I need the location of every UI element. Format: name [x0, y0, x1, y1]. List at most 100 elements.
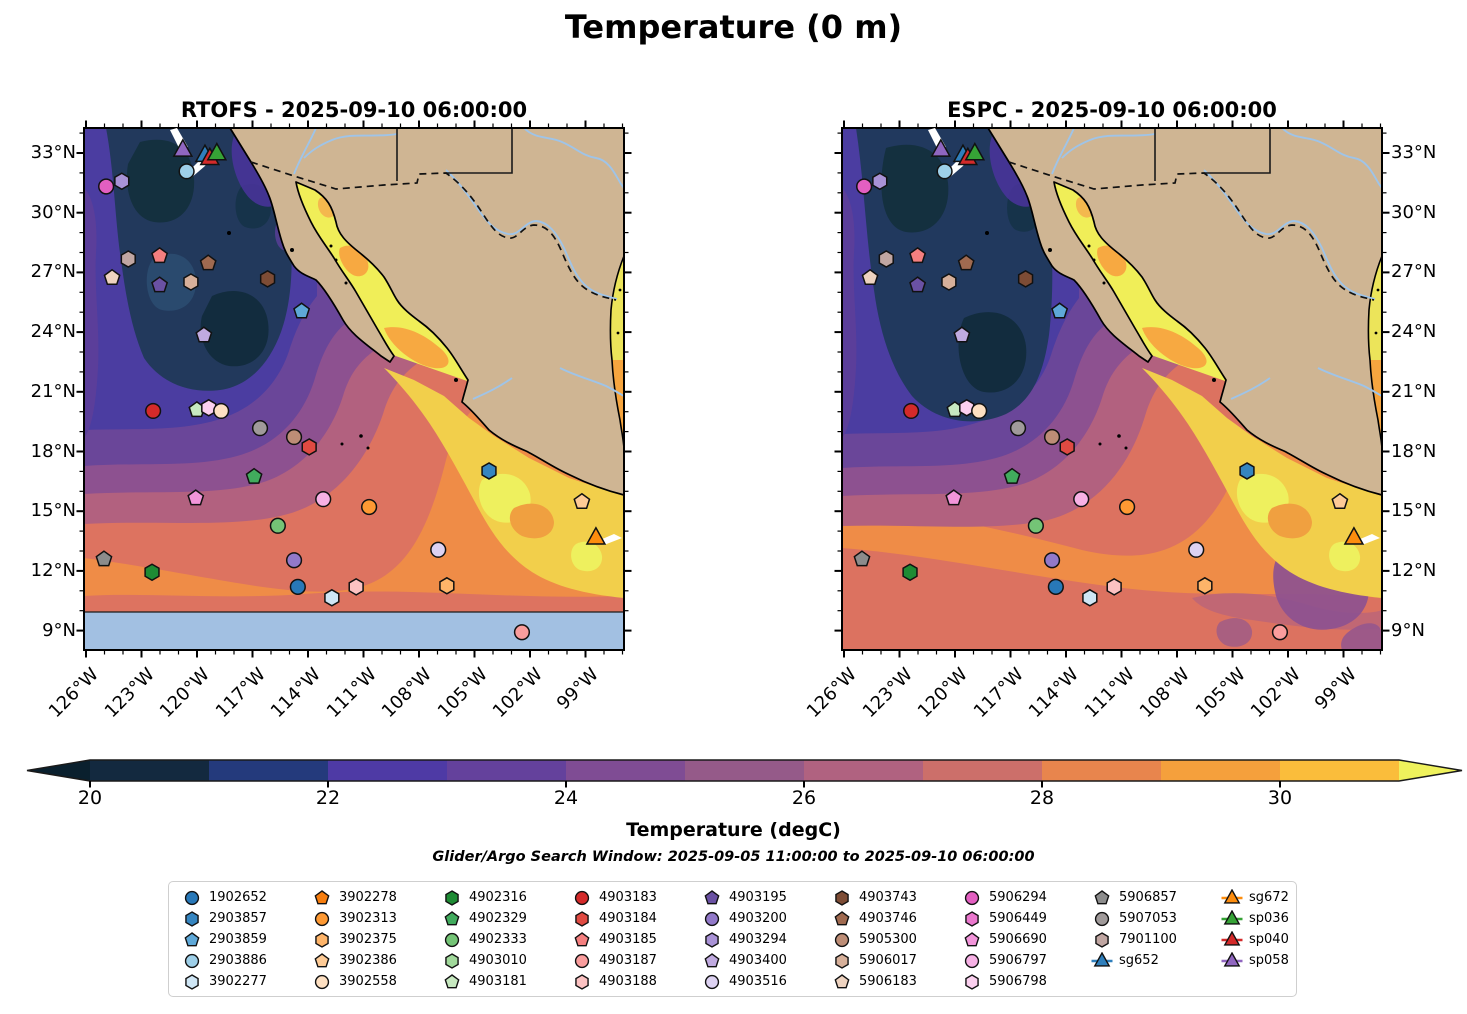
legend-item-4903010: 4903010: [441, 950, 571, 971]
circle-marker-icon: [574, 953, 590, 968]
legend-column: 5906294 5906449 5906690 5906797 5906798: [961, 887, 1091, 996]
lat-tick-label: 9°N: [1391, 619, 1425, 641]
legend-label: 5906798: [989, 974, 1047, 989]
float-marker-3902277: [1082, 588, 1098, 607]
float-marker-4903400: [195, 326, 213, 343]
legend-item-4903187: 4903187: [571, 950, 701, 971]
legend-label: 4903181: [469, 974, 527, 989]
legend-label: 3902386: [339, 953, 397, 968]
lon-tick-label: 108°W: [1135, 664, 1194, 723]
circle-marker-icon: [704, 974, 720, 989]
pentagon-marker-icon: [314, 889, 330, 904]
lon-tick-label: 111°W: [322, 664, 381, 723]
lon-tick-label: 111°W: [1080, 664, 1139, 723]
legend-label: 2903886: [209, 953, 267, 968]
legend-item-4903200: 4903200: [701, 908, 831, 929]
float-marker-5907053: [1009, 420, 1027, 437]
circle-marker-icon: [314, 974, 330, 989]
legend-item-5905300: 5905300: [831, 929, 961, 950]
float-marker-4902329: [245, 467, 263, 484]
lat-tick-label: 24°N: [30, 321, 76, 343]
float-marker-4903187: [1271, 624, 1289, 641]
float-marker-4903187: [513, 624, 531, 641]
legend-item-5906017: 5906017: [831, 950, 961, 971]
legend-item-1902652: 1902652: [181, 887, 311, 908]
float-marker-5906857: [95, 550, 113, 567]
lon-tick-label: 99°W: [552, 664, 603, 714]
legend-item-3902313: 3902313: [311, 908, 441, 929]
float-marker-sp058: [172, 138, 194, 157]
legend-label: 4903188: [599, 974, 657, 989]
legend-label: 4903294: [729, 932, 787, 947]
legend-label: 3902277: [209, 974, 267, 989]
float-marker-sp058: [930, 138, 952, 157]
colorbar-tick-label: 30: [1267, 787, 1293, 809]
legend-item-sg652: sg652: [1091, 950, 1221, 971]
triangle-marker-icon: [1221, 930, 1243, 946]
lon-tick-label: 114°W: [266, 664, 325, 723]
legend-label: 5907053: [1119, 911, 1177, 926]
hexagon-marker-icon: [835, 889, 849, 906]
legend-item-2903857: 2903857: [181, 908, 311, 929]
float-marker-sg672: [1343, 526, 1365, 545]
triangle-marker-icon: [1221, 888, 1243, 904]
legend-item-4903294: 4903294: [701, 929, 831, 950]
legend-label: 4903183: [599, 890, 657, 905]
legend-item-2903859: 2903859: [181, 929, 311, 950]
lat-tick-label: 27°N: [30, 261, 76, 283]
float-marker-4903188: [1106, 577, 1122, 596]
float-marker-4902316: [144, 563, 160, 582]
legend-item-3902386: 3902386: [311, 950, 441, 971]
float-marker-4902316: [902, 563, 918, 582]
legend-item-5907053: 5907053: [1091, 908, 1221, 929]
legend-label: 4903184: [599, 911, 657, 926]
float-marker-sp036: [964, 142, 986, 161]
legend-label: 3902558: [339, 974, 397, 989]
legend-item-4902316: 4902316: [441, 887, 571, 908]
legend-label: 4903187: [599, 953, 657, 968]
float-marker-4903516: [1188, 541, 1205, 558]
lon-tick-label: 123°W: [100, 664, 159, 723]
legend-label: 3902375: [339, 932, 397, 947]
legend-label: 4902333: [469, 932, 527, 947]
lat-tick-label: 30°N: [1391, 201, 1437, 223]
hexagon-marker-icon: [185, 973, 199, 990]
legend-column: 5906857 5907053 7901100 sg652: [1091, 887, 1221, 996]
legend-column: sg672 sp036 sp040 sp058: [1221, 887, 1289, 996]
legend-label: 4903400: [729, 953, 787, 968]
legend-label: sg672: [1249, 890, 1289, 905]
float-marker-5907053: [251, 420, 269, 437]
hexagon-marker-icon: [965, 973, 979, 990]
lon-tick-label: 102°W: [488, 664, 547, 723]
lon-tick-label: 126°W: [802, 664, 861, 723]
legend-label: 4903185: [599, 932, 657, 947]
legend-label: 5906690: [989, 932, 1047, 947]
float-marker-3902375: [1197, 576, 1213, 595]
lat-tick-label: 15°N: [30, 500, 76, 522]
legend-item-5906798: 5906798: [961, 971, 1091, 992]
float-marker-5906017: [941, 273, 957, 291]
pentagon-marker-icon: [444, 910, 460, 925]
legend-label: sp040: [1249, 932, 1289, 947]
hexagon-marker-icon: [575, 973, 589, 990]
float-marker-5906294: [856, 178, 873, 195]
legend-item-4903400: 4903400: [701, 950, 831, 971]
legend-item-4903516: 4903516: [701, 971, 831, 992]
circle-marker-icon: [1094, 911, 1110, 926]
float-marker-4903195: [909, 276, 927, 293]
float-marker-4903400: [953, 326, 971, 343]
float-marker-sg672: [585, 526, 607, 545]
float-marker-4903185: [909, 246, 927, 264]
legend-item-sp058: sp058: [1221, 950, 1289, 971]
rtofs-panel-title: RTOFS - 2025-09-10 06:00:00: [180, 98, 528, 122]
legend-label: 3902313: [339, 911, 397, 926]
legend-column: 4903195 4903200 4903294 4903400 4903516: [701, 887, 831, 996]
colorbar: [26, 759, 1463, 788]
float-marker-2903859: [1051, 302, 1069, 319]
legend-item-7901100: 7901100: [1091, 929, 1221, 950]
pentagon-marker-icon: [834, 973, 850, 988]
legend-label: 2903859: [209, 932, 267, 947]
pentagon-marker-icon: [1094, 889, 1110, 904]
float-marker-5906857: [853, 550, 871, 567]
float-marker-3902386: [573, 492, 591, 509]
